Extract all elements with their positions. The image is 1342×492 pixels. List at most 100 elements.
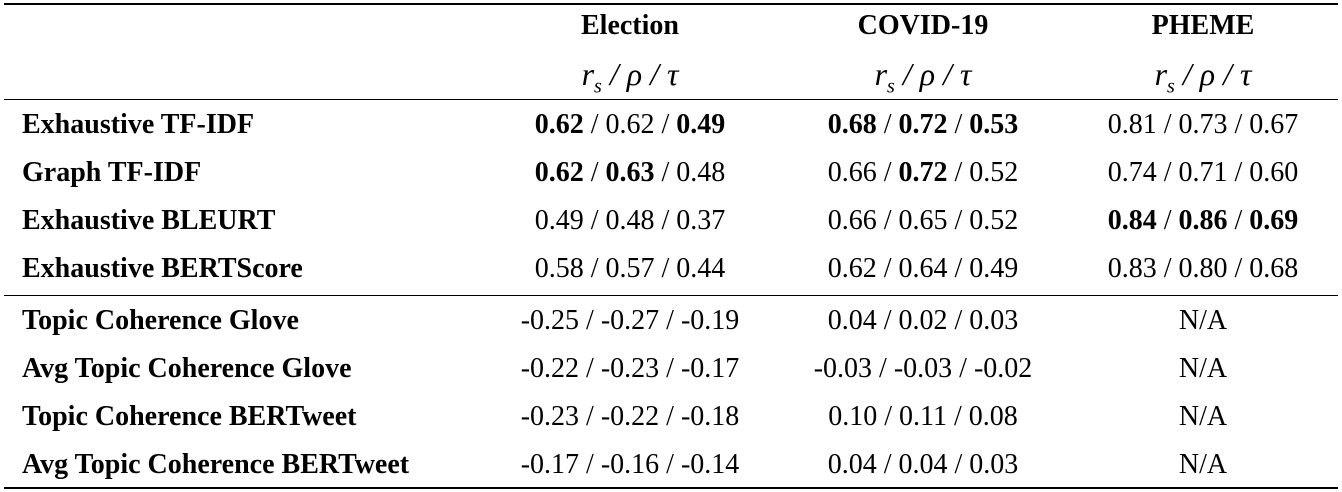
table-row: Graph TF-IDF 0.62 / 0.63 / 0.48 0.66 / 0.7… [0, 149, 1342, 197]
metric-value: 0.63 [605, 157, 655, 188]
row-label: Exhaustive BERTScore [22, 253, 303, 284]
cell-election: 0.49 / 0.48 / 0.37 [534, 205, 726, 236]
row-label: Avg Topic Coherence BERTweet [22, 449, 410, 480]
metric-value: 0.08 [968, 401, 1018, 432]
metric-value: 0.71 [1178, 157, 1228, 188]
cell-pheme: 0.84 / 0.86 / 0.69 [1107, 205, 1299, 236]
metric-value: -0.03 [893, 353, 953, 384]
metric-value: 0.52 [969, 205, 1019, 236]
metric-value: 0.84 [1107, 205, 1157, 236]
cell-covid19: 0.66 / 0.65 / 0.52 [827, 205, 1019, 236]
metric-value: -0.22 [520, 353, 580, 384]
metric-value: 0.73 [1178, 109, 1228, 140]
metric-value: -0.18 [680, 401, 740, 432]
metric-value: 0.04 [827, 305, 877, 336]
cell-pheme: 0.74 / 0.71 / 0.60 [1107, 157, 1299, 188]
metric-row: rs / ρ / τ rs / ρ / τ rs / ρ / τ [0, 50, 1342, 98]
metric-value: -0.02 [973, 353, 1033, 384]
row-label: Topic Coherence BERTweet [22, 401, 357, 432]
cell-covid19: 0.66 / 0.72 / 0.52 [827, 157, 1019, 188]
metric-value: -0.19 [680, 305, 740, 336]
row-label: Exhaustive BLEURT [22, 205, 276, 236]
metric-value: 0.86 [1178, 205, 1228, 236]
cell-covid19: 0.68 / 0.72 / 0.53 [827, 109, 1019, 140]
cell-election: 0.62 / 0.62 / 0.49 [534, 109, 726, 140]
metric-value: 0.52 [969, 157, 1019, 188]
cell-covid19: 0.62 / 0.64 / 0.49 [827, 253, 1019, 284]
metric-value: 0.48 [605, 205, 655, 236]
metric-value: 0.60 [1249, 157, 1299, 188]
metric-value: 0.64 [898, 253, 948, 284]
metric-value: 0.03 [969, 449, 1019, 480]
bottom-rule [4, 487, 1338, 489]
header-rule [4, 99, 1338, 100]
cell-election: 0.62 / 0.63 / 0.48 [534, 157, 726, 188]
metric-value: -0.14 [680, 449, 740, 480]
metric-value: 0.11 [899, 401, 947, 432]
row-label: Avg Topic Coherence Glove [22, 353, 352, 384]
metric-value: -0.17 [520, 449, 580, 480]
cell-covid19: 0.10 / 0.11 / 0.08 [828, 401, 1018, 432]
metric-value: 0.66 [827, 157, 877, 188]
metric-value: -0.23 [520, 401, 580, 432]
metric-value: 0.04 [898, 449, 948, 480]
metric-value: 0.67 [1249, 109, 1299, 140]
cell-pheme: N/A [1178, 401, 1228, 432]
metric-value: 0.81 [1107, 109, 1157, 140]
table-row: Topic Coherence BERTweet -0.23 / -0.22 / … [0, 393, 1342, 441]
cell-pheme: N/A [1178, 353, 1228, 384]
metric-value: 0.48 [676, 157, 726, 188]
metric-value: 0.72 [898, 157, 948, 188]
metric-value: 0.62 [534, 157, 584, 188]
metric-value: 0.49 [969, 253, 1019, 284]
metric-value: -0.27 [600, 305, 660, 336]
metric-value: 0.62 [827, 253, 877, 284]
metric-value: 0.62 [534, 109, 584, 140]
cell-election: -0.25 / -0.27 / -0.19 [520, 305, 740, 336]
metric-value: 0.74 [1107, 157, 1157, 188]
metric-value: 0.49 [534, 205, 584, 236]
metric-value: 0.66 [827, 205, 877, 236]
cell-pheme: N/A [1178, 305, 1228, 336]
cell-election: -0.17 / -0.16 / -0.14 [520, 449, 740, 480]
metric-value: 0.53 [969, 109, 1019, 140]
cell-covid19: 0.04 / 0.04 / 0.03 [827, 449, 1019, 480]
table-row: Avg Topic Coherence Glove -0.22 / -0.23 /… [0, 345, 1342, 393]
table-row: Exhaustive BLEURT 0.49 / 0.48 / 0.37 0.66 … [0, 197, 1342, 245]
table-row: Exhaustive TF-IDF 0.62 / 0.62 / 0.49 0.68 … [0, 101, 1342, 149]
metric-value: 0.83 [1107, 253, 1157, 284]
cell-election: -0.22 / -0.23 / -0.17 [520, 353, 740, 384]
table-row: Topic Coherence Glove -0.25 / -0.27 / -0.… [0, 297, 1342, 345]
column-header-election: Election [581, 10, 679, 41]
metric-value: 0.69 [1249, 205, 1299, 236]
metric-label-election: rs / ρ / τ [581, 56, 679, 98]
cell-election: -0.23 / -0.22 / -0.18 [520, 401, 740, 432]
cell-pheme: 0.83 / 0.80 / 0.68 [1107, 253, 1299, 284]
cell-pheme: N/A [1178, 449, 1228, 480]
row-label: Graph TF-IDF [22, 157, 202, 188]
metric-value: 0.80 [1178, 253, 1228, 284]
metric-value: -0.22 [600, 401, 660, 432]
metric-value: 0.37 [676, 205, 726, 236]
metric-value: 0.58 [534, 253, 584, 284]
metric-value: -0.25 [520, 305, 580, 336]
metric-value: 0.72 [898, 109, 948, 140]
top-rule [4, 3, 1338, 5]
metric-value: 0.10 [828, 401, 878, 432]
metric-value: 0.62 [605, 109, 655, 140]
column-header-pheme: PHEME [1151, 10, 1255, 41]
metric-value: 0.57 [605, 253, 655, 284]
cell-election: 0.58 / 0.57 / 0.44 [534, 253, 726, 284]
metric-value: -0.03 [813, 353, 873, 384]
metric-value: 0.02 [898, 305, 948, 336]
cell-pheme: 0.81 / 0.73 / 0.67 [1107, 109, 1299, 140]
metric-value: 0.03 [969, 305, 1019, 336]
metric-value: 0.04 [827, 449, 877, 480]
cell-covid19: 0.04 / 0.02 / 0.03 [827, 305, 1019, 336]
table-row: Avg Topic Coherence BERTweet -0.17 / -0.1… [0, 441, 1342, 489]
column-header-covid19: COVID-19 [857, 10, 989, 41]
metric-value: 0.44 [676, 253, 726, 284]
row-label: Exhaustive TF-IDF [22, 109, 255, 140]
metric-label-covid19: rs / ρ / τ [874, 56, 972, 98]
row-label: Topic Coherence Glove [22, 305, 299, 336]
